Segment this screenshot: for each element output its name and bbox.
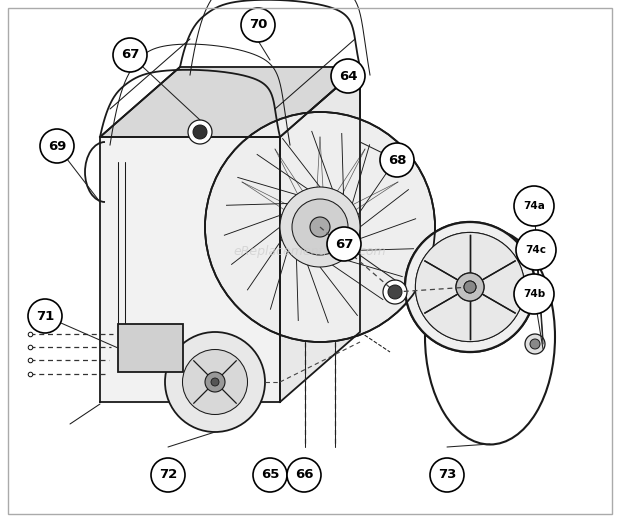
Circle shape: [287, 458, 321, 492]
Text: 74c: 74c: [526, 245, 546, 255]
Circle shape: [205, 372, 225, 392]
Text: 67: 67: [121, 49, 139, 62]
Text: 72: 72: [159, 469, 177, 481]
Circle shape: [530, 339, 540, 349]
Circle shape: [388, 285, 402, 299]
Circle shape: [405, 222, 535, 352]
Polygon shape: [100, 67, 360, 137]
Circle shape: [456, 273, 484, 301]
Circle shape: [182, 350, 247, 414]
Circle shape: [292, 199, 348, 255]
Ellipse shape: [434, 239, 546, 435]
Text: eReplacementParts.com: eReplacementParts.com: [234, 245, 386, 258]
Text: 73: 73: [438, 469, 456, 481]
Bar: [118, 324, 183, 372]
Text: 71: 71: [36, 310, 54, 323]
Text: 66: 66: [294, 469, 313, 481]
Text: 69: 69: [48, 139, 66, 152]
Circle shape: [188, 120, 212, 144]
Circle shape: [280, 187, 360, 267]
Text: 74a: 74a: [523, 201, 545, 211]
Circle shape: [165, 332, 265, 432]
Circle shape: [380, 143, 414, 177]
Circle shape: [464, 281, 476, 293]
Circle shape: [113, 38, 147, 72]
Circle shape: [151, 458, 185, 492]
Circle shape: [405, 222, 535, 352]
Circle shape: [456, 273, 484, 301]
Circle shape: [514, 274, 554, 314]
Polygon shape: [280, 67, 360, 402]
Circle shape: [514, 186, 554, 226]
Circle shape: [241, 8, 275, 42]
Circle shape: [253, 458, 287, 492]
Circle shape: [525, 334, 545, 354]
Circle shape: [40, 129, 74, 163]
Polygon shape: [100, 137, 280, 402]
Circle shape: [331, 59, 365, 93]
Text: 64: 64: [339, 69, 357, 82]
Circle shape: [383, 280, 407, 304]
Circle shape: [430, 458, 464, 492]
Text: 74b: 74b: [523, 289, 545, 299]
Text: 68: 68: [388, 153, 406, 167]
Circle shape: [28, 299, 62, 333]
Text: 65: 65: [261, 469, 279, 481]
Circle shape: [516, 230, 556, 270]
Circle shape: [327, 227, 361, 261]
Circle shape: [205, 112, 435, 342]
Circle shape: [193, 125, 207, 139]
Circle shape: [415, 232, 525, 341]
Circle shape: [464, 281, 476, 293]
Text: 67: 67: [335, 238, 353, 251]
Circle shape: [415, 232, 525, 341]
Text: 70: 70: [249, 18, 267, 31]
Circle shape: [310, 217, 330, 237]
Circle shape: [211, 378, 219, 386]
